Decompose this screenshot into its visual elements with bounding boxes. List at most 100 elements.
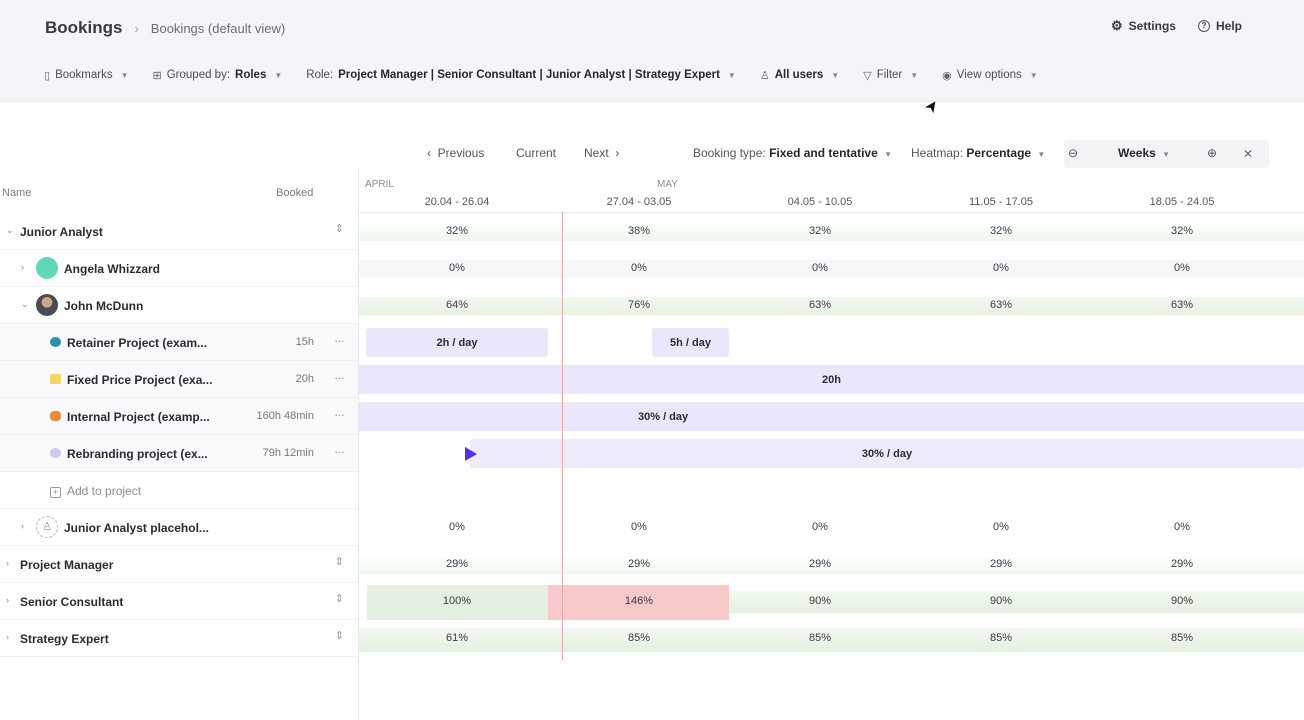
heatmap-cell[interactable]: 0% (812, 262, 828, 274)
chevron-down-icon[interactable]: ⌄ (21, 299, 29, 309)
column-header-booked[interactable]: Booked (276, 187, 314, 199)
booked-value: 160h 48min (256, 410, 315, 422)
heatmap-cell[interactable]: 100% (442, 595, 472, 607)
heatmap-cell[interactable]: 29% (1170, 558, 1194, 570)
heatmap-cell[interactable]: 0% (631, 262, 647, 274)
add-to-project-row[interactable]: + Add to project (0, 472, 358, 509)
heatmap-cell[interactable]: 90% (989, 595, 1013, 607)
bookmarks-button[interactable]: ▯ Bookmarks ▼ (34, 65, 139, 86)
retainer-project-icon (50, 337, 61, 347)
more-options-icon[interactable]: ··· (334, 370, 345, 385)
view-options-label: View options (956, 69, 1022, 81)
help-button[interactable]: ? Help (1197, 18, 1242, 34)
expand-rows-icon[interactable]: ⇕ (334, 630, 344, 642)
heatmap-cell[interactable]: 29% (808, 558, 832, 570)
next-button[interactable]: Next › (584, 146, 619, 160)
heatmap-cell[interactable]: 0% (993, 521, 1009, 533)
person-row-placeholder[interactable]: › ♙ Junior Analyst placehol... (0, 509, 358, 546)
heatmap-cell[interactable]: 29% (445, 558, 469, 570)
collapse-rows-icon[interactable]: ⇕ (334, 223, 344, 235)
person-row-angela[interactable]: › Angela Whizzard (0, 250, 358, 287)
role-row-junior-analyst[interactable]: ⌄ Junior Analyst ⇕ (0, 213, 358, 250)
chevron-right-icon[interactable]: › (6, 558, 9, 568)
heatmap-cell[interactable]: 63% (989, 299, 1013, 311)
heatmap-cell[interactable]: 63% (808, 299, 832, 311)
column-header-name[interactable]: Name (2, 187, 32, 199)
project-row-rebranding[interactable]: Rebranding project (ex... 79h 12min ··· (0, 435, 358, 472)
role-row-project-manager[interactable]: › Project Manager ⇕ (0, 546, 358, 583)
zoom-panel (1064, 140, 1269, 168)
heatmap-cell[interactable]: 61% (445, 632, 469, 644)
heatmap-cell[interactable]: 38% (627, 225, 651, 237)
booking-bar[interactable]: 30% / day (470, 439, 1304, 468)
role-filter-dropdown[interactable]: Role: Project Manager | Senior Consultan… (296, 65, 746, 85)
heatmap-cell[interactable]: 0% (449, 262, 465, 274)
booking-bar[interactable]: 30% / day (359, 402, 1304, 431)
add-to-project-button[interactable]: + Add to project (50, 484, 141, 498)
heatmap-cell[interactable]: 0% (631, 521, 647, 533)
heatmap-cell[interactable]: 29% (627, 558, 651, 570)
grouped-by-dropdown[interactable]: ⊞ Grouped by: Roles ▼ (143, 65, 293, 86)
expand-rows-icon[interactable]: ⇕ (334, 593, 344, 605)
booking-bar[interactable]: 20h (359, 365, 1304, 394)
zoom-out-icon[interactable]: ⊖ (1068, 146, 1079, 160)
role-row-senior-consultant[interactable]: › Senior Consultant ⇕ (0, 583, 358, 620)
scale-dropdown[interactable]: Weeks ▼ (1118, 146, 1170, 160)
more-options-icon[interactable]: ··· (334, 444, 345, 459)
heatmap-cell[interactable]: 85% (989, 632, 1013, 644)
heatmap-band (367, 585, 548, 620)
users-dropdown[interactable]: ♙ All users ▼ (750, 65, 849, 86)
expand-rows-icon[interactable]: ⇕ (334, 556, 344, 568)
heatmap-cell[interactable]: 0% (1174, 262, 1190, 274)
zoom-in-icon[interactable]: ⊕ (1207, 146, 1218, 160)
heatmap-cell[interactable]: 146% (624, 595, 654, 607)
heatmap-cell[interactable]: 32% (989, 225, 1013, 237)
heatmap-cell[interactable]: 32% (1170, 225, 1194, 237)
project-row-retainer[interactable]: Retainer Project (exam... 15h ··· (0, 324, 358, 361)
heatmap-cell[interactable]: 85% (627, 632, 651, 644)
booking-bar[interactable]: 5h / day (652, 328, 729, 357)
chevron-down-icon[interactable]: ⌄ (6, 225, 14, 235)
current-button[interactable]: Current (516, 146, 557, 160)
heatmap-cell[interactable]: 0% (1174, 521, 1190, 533)
booking-type-dropdown[interactable]: Booking type: Fixed and tentative ▼ (693, 146, 892, 160)
chevron-right-icon[interactable]: › (6, 632, 9, 642)
chevron-right-icon[interactable]: › (6, 595, 9, 605)
filter-button[interactable]: ▽ Filter ▼ (853, 65, 928, 86)
heatmap-cell[interactable]: 76% (627, 299, 651, 311)
heatmap-cell[interactable]: 85% (1170, 632, 1194, 644)
heatmap-cell[interactable]: 0% (812, 521, 828, 533)
heatmap-cell[interactable]: 85% (808, 632, 832, 644)
view-name[interactable]: Bookings (default view) (150, 20, 286, 36)
collapse-icon[interactable]: ⨯ (1243, 146, 1254, 160)
heatmap-cell[interactable]: 64% (445, 299, 469, 311)
previous-button[interactable]: ‹ Previous (427, 146, 484, 160)
more-options-icon[interactable]: ··· (334, 333, 345, 348)
heatmap-cell[interactable]: 0% (449, 521, 465, 533)
person-row-john[interactable]: ⌄ John McDunn (0, 287, 358, 324)
booked-value: 15h (295, 336, 314, 348)
heatmap-cell[interactable]: 90% (1170, 595, 1194, 607)
play-marker-icon[interactable] (465, 447, 477, 461)
heatmap-cell[interactable]: 32% (445, 225, 469, 237)
heatmap-cell[interactable]: 0% (993, 262, 1009, 274)
settings-button[interactable]: ⚙ Settings (1111, 18, 1176, 34)
page-title[interactable]: Bookings (45, 18, 123, 37)
heatmap-cell[interactable]: 63% (1170, 299, 1194, 311)
chevron-right-icon[interactable]: › (21, 262, 24, 272)
project-label: Internal Project (examp... (67, 410, 210, 424)
project-row-fixed-price[interactable]: Fixed Price Project (exa... 20h ··· (0, 361, 358, 398)
chevron-right-icon[interactable]: › (21, 521, 24, 531)
view-options-button[interactable]: ◉ View options ▼ (932, 65, 1048, 86)
project-row-internal[interactable]: Internal Project (examp... 160h 48min ··… (0, 398, 358, 435)
heatmap-cell[interactable]: 90% (808, 595, 832, 607)
booking-bar[interactable]: 2h / day (366, 328, 548, 357)
role-row-strategy-expert[interactable]: › Strategy Expert ⇕ (0, 620, 358, 657)
more-options-icon[interactable]: ··· (334, 407, 345, 422)
grouped-value: Roles (235, 69, 267, 81)
role-label: Junior Analyst (20, 225, 103, 239)
heatmap-cell[interactable]: 29% (989, 558, 1013, 570)
heatmap-cell[interactable]: 32% (808, 225, 832, 237)
bookmark-icon: ▯ (44, 69, 51, 82)
heatmap-dropdown[interactable]: Heatmap: Percentage ▼ (911, 146, 1045, 160)
